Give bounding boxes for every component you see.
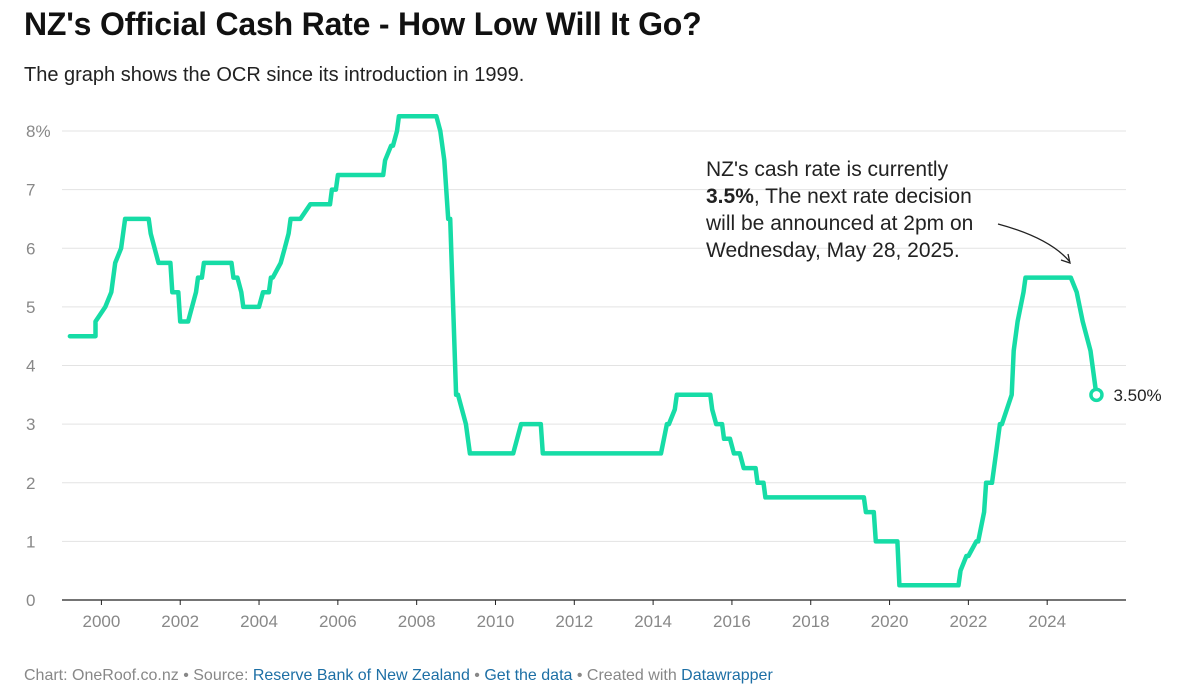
chart-title: NZ's Official Cash Rate - How Low Will I…: [24, 6, 702, 42]
annotation-arrow: [997, 223, 1071, 263]
x-tick-label: 2012: [555, 612, 593, 631]
x-tick-label: 2000: [82, 612, 120, 631]
footer-separator: •: [469, 667, 485, 684]
chart-subtitle: The graph shows the OCR since its introd…: [24, 64, 525, 86]
grid-lines: [62, 130, 1126, 542]
x-axis-ticks: 2000 2002 2004 2006 2008 2010 2012 2014 2016 2018…: [82, 600, 1066, 631]
series-line-ocr: [67, 114, 1099, 588]
footer-separator: •: [572, 667, 587, 684]
y-axis-ticks: 0 1 2 3 4 5 6 7 8%: [26, 122, 51, 610]
footer-created-label: Created with: [586, 667, 682, 684]
annotation-text: NZ's cash rate is currently 3.5%, The ne…: [706, 156, 1006, 264]
annotation-post: , The next rate decision will be announc…: [706, 185, 974, 262]
end-point-marker: [1089, 387, 1104, 403]
footer-source-label: Source:: [193, 667, 253, 684]
x-tick-label: 2020: [871, 612, 909, 631]
datawrapper-link[interactable]: Datawrapper: [681, 667, 773, 684]
footer: Chart: OneRoof.co.nz • Source: Reserve B…: [24, 667, 773, 685]
y-tick-label: 5: [26, 298, 35, 317]
x-tick-label: 2004: [240, 612, 278, 631]
y-tick-label: 7: [26, 181, 35, 200]
source-link[interactable]: Reserve Bank of New Zealand: [252, 667, 470, 684]
x-tick-label: 2014: [634, 612, 672, 631]
x-tick-label: 2016: [713, 612, 751, 631]
x-tick-label: 2010: [477, 612, 515, 631]
y-tick-label: 1: [26, 532, 35, 551]
annotation-bold: 3.5%: [706, 185, 754, 208]
x-tick-label: 2006: [319, 612, 357, 631]
y-tick-label: 0: [26, 591, 35, 610]
x-tick-label: 2022: [949, 612, 987, 631]
x-tick-label: 2018: [792, 612, 830, 631]
footer-chart-label: Chart: OneRoof.co.nz: [24, 667, 179, 684]
y-tick-label: 4: [26, 357, 35, 376]
x-tick-label: 2002: [161, 612, 199, 631]
annotation-pre: NZ's cash rate is currently: [706, 158, 949, 181]
x-tick-label: 2024: [1028, 612, 1066, 631]
y-tick-label: 3: [26, 415, 35, 434]
annotation-arrowhead: [1060, 253, 1071, 264]
get-data-link[interactable]: Get the data: [484, 667, 573, 684]
y-tick-label: 2: [26, 474, 35, 493]
y-tick-label: 6: [26, 239, 35, 258]
y-tick-label: 8%: [26, 122, 51, 141]
footer-separator: •: [178, 667, 194, 684]
x-tick-label: 2008: [398, 612, 436, 631]
end-value-label: 3.50%: [1113, 386, 1161, 405]
